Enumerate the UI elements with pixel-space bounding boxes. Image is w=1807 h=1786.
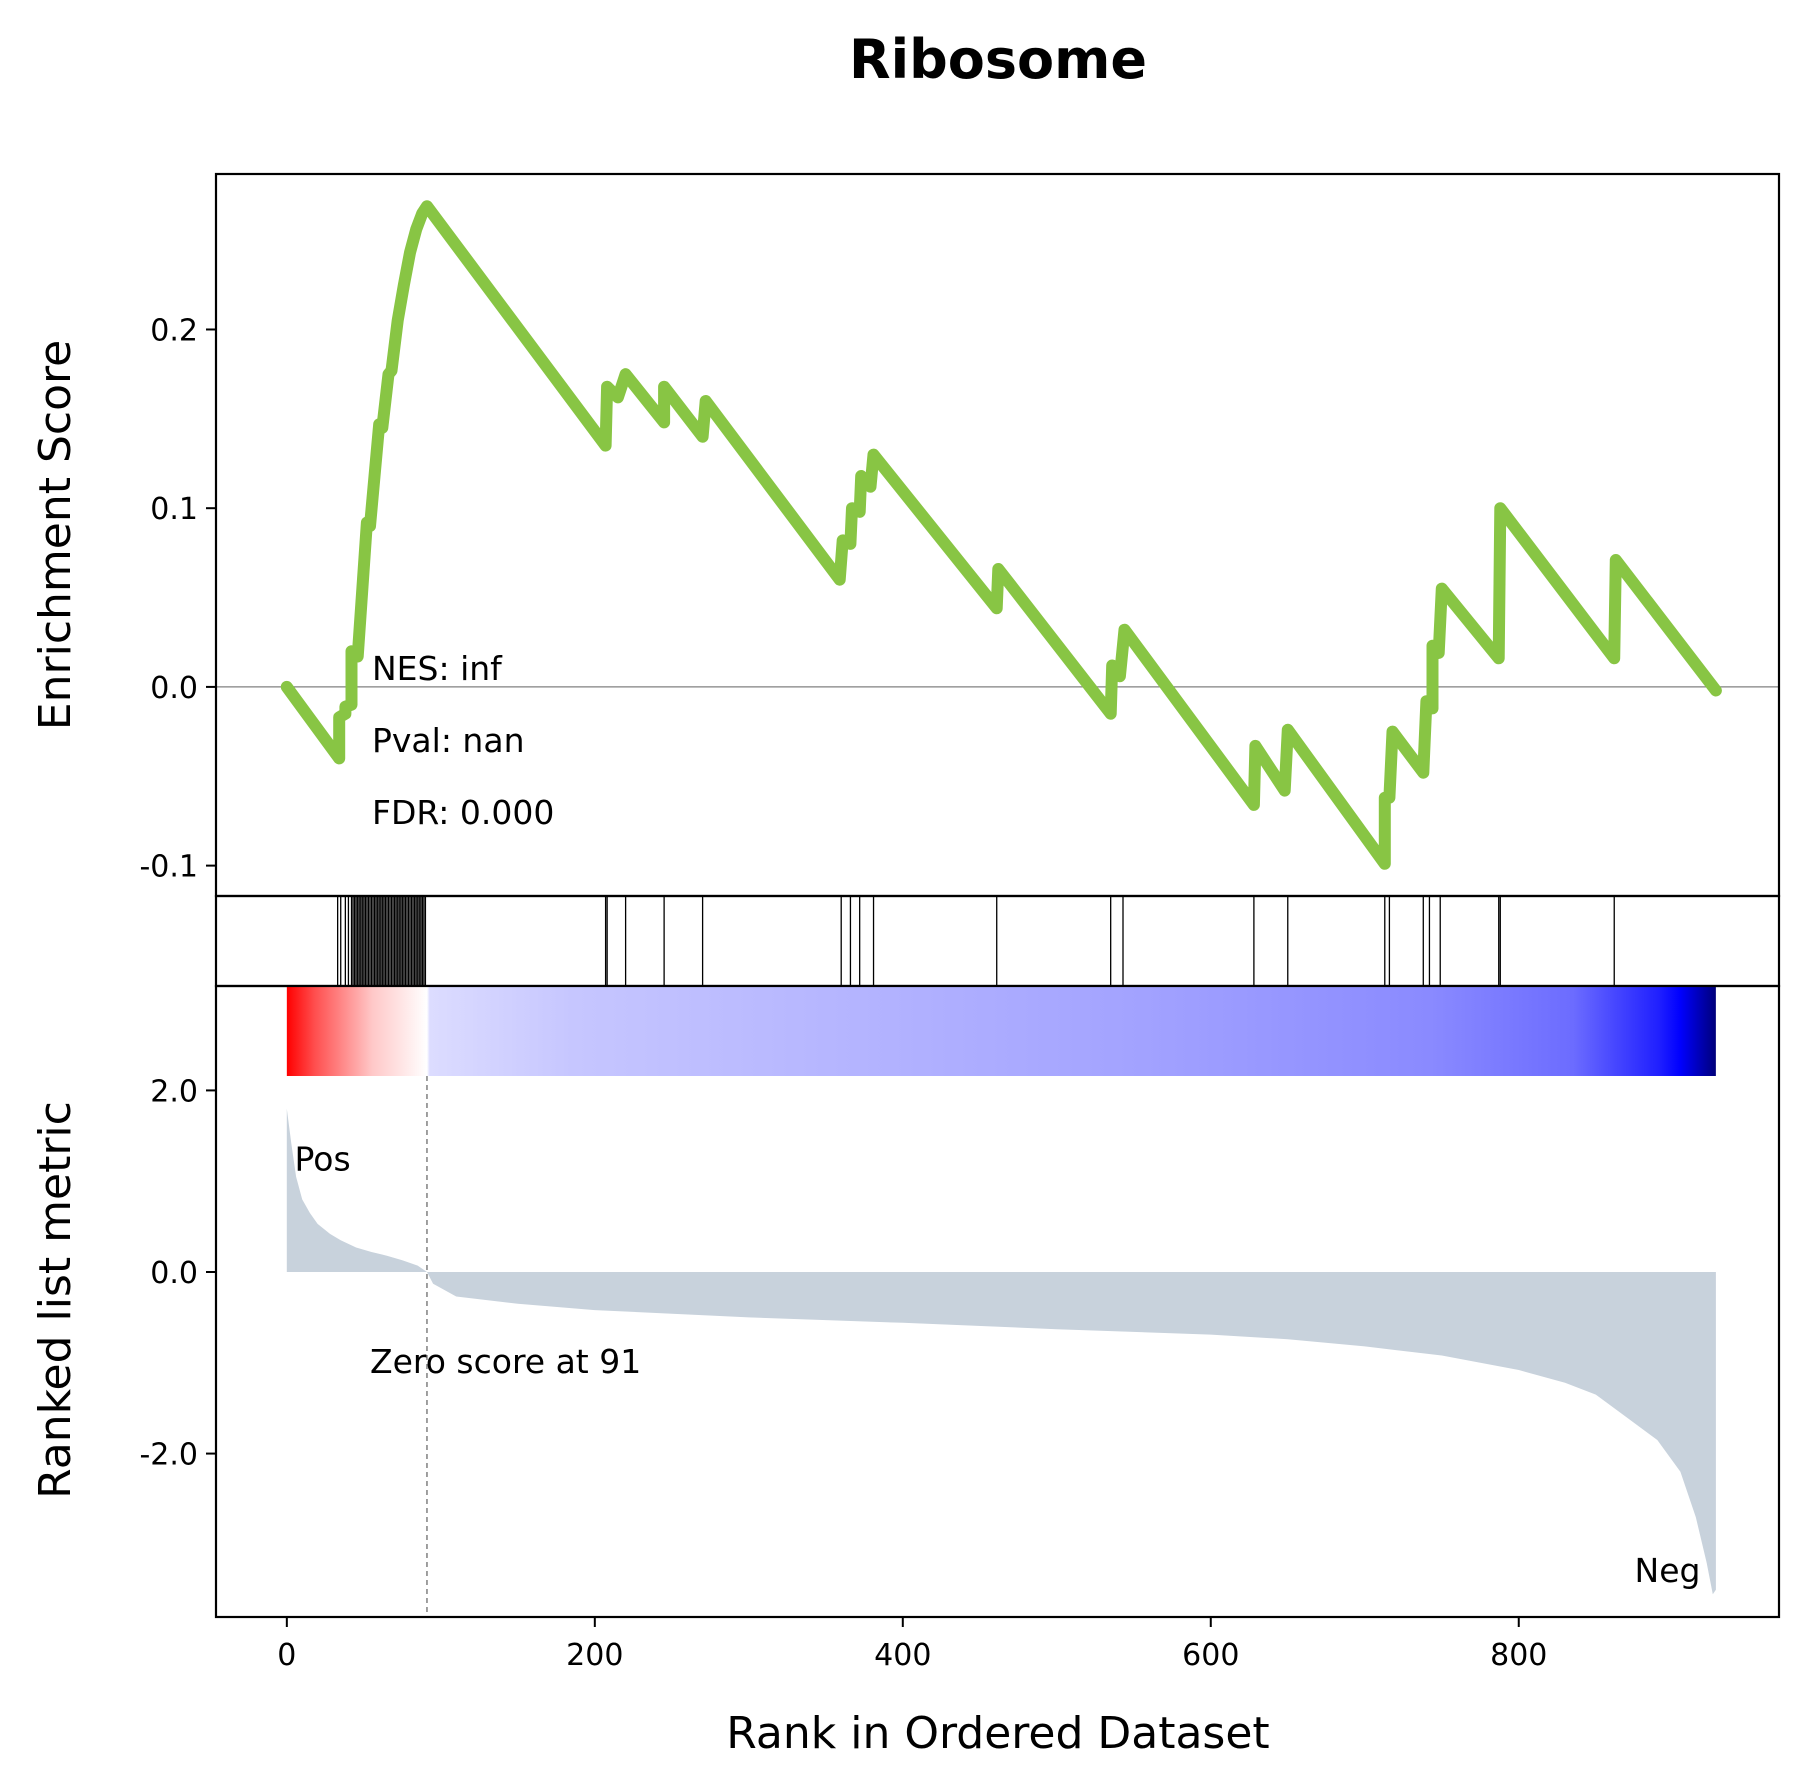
es-y-axis-label: Enrichment Score xyxy=(30,340,81,730)
x-tick-label: 800 xyxy=(1490,1638,1547,1673)
neg-label: Neg xyxy=(1635,1551,1701,1590)
es-y-tick-label: -0.1 xyxy=(139,850,198,885)
x-tick-label: 600 xyxy=(1182,1638,1239,1673)
metric-y-tick-label: -2.0 xyxy=(139,1438,198,1473)
hits-panel-frame xyxy=(214,894,1781,988)
x-tick-label: 0 xyxy=(277,1638,296,1673)
hits-panel xyxy=(214,894,1781,988)
zero-cross-label: Zero score at 91 xyxy=(370,1342,641,1381)
rank-colorbar xyxy=(286,986,1716,1076)
es-panel-frame xyxy=(214,172,1781,898)
ranked-metric-area xyxy=(286,1108,1716,1595)
es-y-ticks: -0.1 0.0 0.1 0.2 xyxy=(139,313,216,885)
metric-panel: Zero score at 91 Pos Neg -2.0 0.0 2.0 Rank… xyxy=(30,984,1781,1619)
metric-panel-frame xyxy=(214,984,1781,1619)
metric-y-tick-label: 0.0 xyxy=(150,1256,198,1291)
pos-label: Pos xyxy=(295,1140,351,1179)
es-y-tick-label: 0.0 xyxy=(150,671,198,706)
metric-y-ticks: -2.0 0.0 2.0 xyxy=(139,1074,216,1473)
es-y-tick-label: 0.2 xyxy=(150,313,198,348)
x-tick-label: 400 xyxy=(874,1638,931,1673)
x-axis-ticks: 0 200 400 600 800 xyxy=(277,1617,1547,1673)
hit-lines xyxy=(337,896,1615,986)
fdr-stat: FDR: 0.000 xyxy=(372,793,554,832)
x-axis-label: Rank in Ordered Dataset xyxy=(726,1708,1269,1759)
metric-y-tick-label: 2.0 xyxy=(150,1074,198,1109)
nes-stat: NES: inf xyxy=(372,649,503,688)
pval-stat: Pval: nan xyxy=(372,721,524,760)
x-tick-label: 200 xyxy=(566,1638,623,1673)
chart-title: Ribosome xyxy=(849,28,1147,91)
es-panel: -0.1 0.0 0.1 0.2 NES: inf Pval: nan FDR: 0.… xyxy=(30,172,1781,898)
enrichment-score-line xyxy=(280,200,1722,870)
es-y-tick-label: 0.1 xyxy=(150,492,198,527)
metric-y-axis-label: Ranked list metric xyxy=(30,1101,81,1499)
